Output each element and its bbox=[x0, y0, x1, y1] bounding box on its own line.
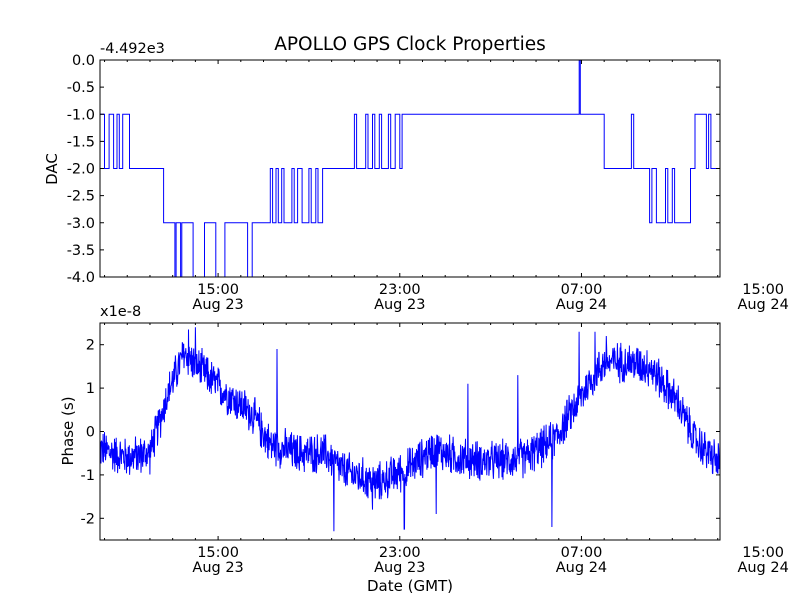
dac-ticks: 0.0 -0.5 -1.0 -1.5 -2.0 -2.5 -3.0 -3.5 -4.0 15:00… bbox=[67, 53, 789, 313]
dac-xtick-time-label: 23:00 bbox=[379, 282, 421, 298]
dac-ytick-label: -4.0 bbox=[67, 270, 95, 286]
phase-ytick-label: 0 bbox=[86, 425, 95, 441]
phase-xtick-date-label: Aug 23 bbox=[192, 560, 243, 576]
dac-ytick-label: -2.0 bbox=[67, 162, 95, 178]
phase-ytick-label: 2 bbox=[86, 338, 95, 354]
dac-ytick-label: -3.5 bbox=[67, 243, 95, 259]
phase-ytick-label: 1 bbox=[86, 381, 95, 397]
dac-ytick-label: -3.0 bbox=[67, 216, 95, 232]
phase-ytick-label: -1 bbox=[81, 468, 95, 484]
dac-xtick-date-label: Aug 23 bbox=[374, 297, 425, 313]
dac-series-line bbox=[100, 59, 720, 278]
phase-ylabel: Phase (s) bbox=[59, 396, 77, 465]
dac-xtick-time-label: 15:00 bbox=[197, 282, 239, 298]
dac-offset-label: -4.492e3 bbox=[100, 41, 165, 57]
dac-ylabel: DAC bbox=[43, 153, 61, 185]
phase-xtick-time-label: 15:00 bbox=[197, 545, 239, 561]
dac-ytick-label: -0.5 bbox=[67, 80, 95, 96]
phase-xtick-date-label: Aug 23 bbox=[374, 560, 425, 576]
dac-ytick-label: 0.0 bbox=[72, 53, 95, 69]
phase-xlabel: Date (GMT) bbox=[367, 577, 453, 595]
dac-xtick-time-label: 15:00 bbox=[742, 282, 784, 298]
dac-panel: 0.0 -0.5 -1.0 -1.5 -2.0 -2.5 -3.0 -3.5 -4.0 15:00… bbox=[43, 41, 789, 313]
phase-xtick-date-label: Aug 24 bbox=[737, 560, 788, 576]
dac-xtick-time-label: 07:00 bbox=[561, 282, 603, 298]
phase-series-line bbox=[99, 327, 721, 532]
dac-xtick-date-label: Aug 24 bbox=[556, 297, 607, 313]
chart-title: APOLLO GPS Clock Properties bbox=[274, 34, 546, 55]
dac-ytick-label: -2.5 bbox=[67, 189, 95, 205]
phase-xtick-time-label: 07:00 bbox=[561, 545, 603, 561]
phase-ytick-label: -2 bbox=[81, 511, 95, 527]
dac-xtick-date-label: Aug 24 bbox=[737, 297, 788, 313]
dac-ytick-label: -1.0 bbox=[67, 107, 95, 123]
phase-offset-label: x1e-8 bbox=[100, 304, 141, 320]
dac-ytick-label: -1.5 bbox=[67, 134, 95, 150]
phase-xtick-time-label: 15:00 bbox=[742, 545, 784, 561]
phase-xtick-time-label: 23:00 bbox=[379, 545, 421, 561]
dac-xtick-date-label: Aug 23 bbox=[192, 297, 243, 313]
phase-xtick-date-label: Aug 24 bbox=[556, 560, 607, 576]
